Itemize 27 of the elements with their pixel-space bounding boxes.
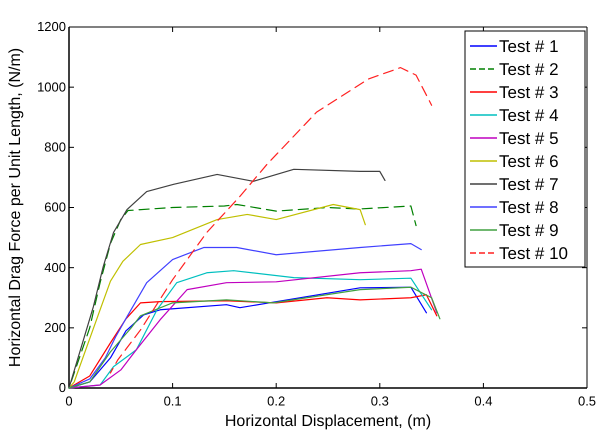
y-tick-label: 1200 [37,19,66,34]
line-series [110,67,432,374]
y-tick-label: 1000 [37,79,66,94]
y-tick-label: 600 [44,200,66,215]
x-axis-title: Horizontal Displacement, (m) [224,413,432,430]
legend-label: Test # 5 [499,129,559,148]
line-series [68,168,386,389]
legend-label: Test # 7 [499,175,559,194]
x-tick-label: 0.3 [370,393,389,408]
legend-label: Test # 1 [499,37,559,56]
y-axis-title: Horizontal Drag Force per Unit Length, (N/m) [7,48,24,368]
x-tick-label: 0.1 [164,393,182,408]
legend-label: Test # 3 [499,83,559,102]
y-tick-label: 400 [44,260,66,275]
legend-label: Test # 2 [499,60,559,79]
line-series [68,243,422,389]
legend-label: Test # 8 [499,198,559,217]
y-tick-label: 200 [44,320,66,335]
legend-label: Test # 6 [499,152,559,171]
legend-label: Test # 10 [499,244,568,263]
x-tick-label: 0.5 [578,393,596,408]
legend-label: Test # 9 [499,221,559,240]
y-tick-label: 800 [44,139,66,154]
x-tick-label: 0.4 [474,393,492,408]
y-tick-label: 0 [58,380,66,396]
legend-label: Test # 4 [499,106,559,125]
x-tick-label: 0.2 [267,393,286,408]
